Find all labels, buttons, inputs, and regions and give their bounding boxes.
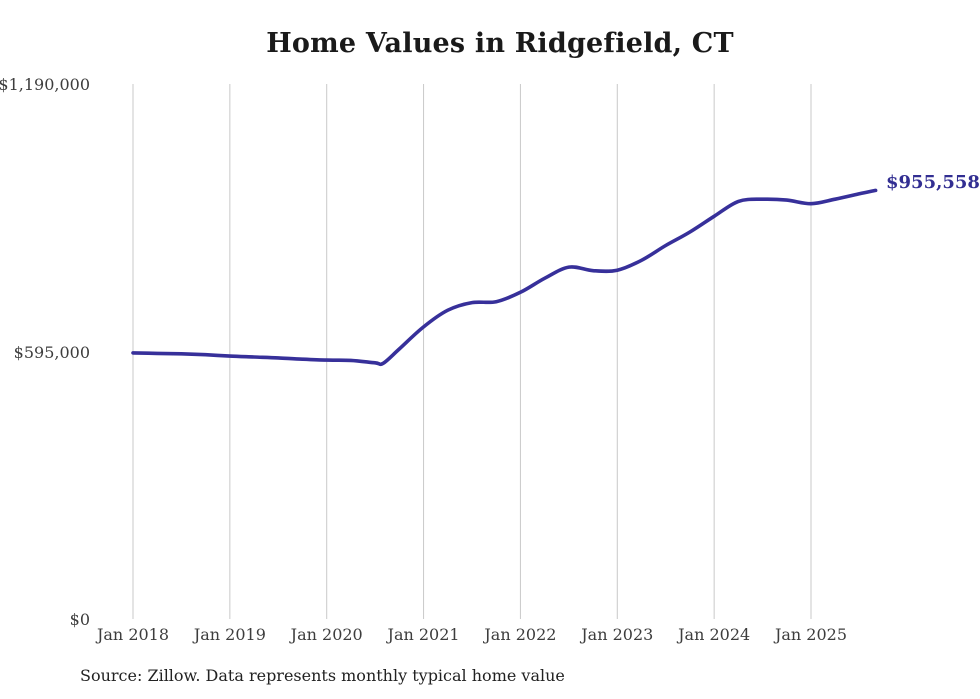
chart-title: Home Values in Ridgefield, CT (266, 28, 734, 59)
current-value-label: $955,558 (886, 172, 980, 193)
y-axis-label: $0 (69, 610, 90, 629)
x-axis-label: Jan 2020 (290, 625, 363, 644)
x-axis-label: Jan 2022 (484, 625, 557, 644)
x-axis-label: Jan 2025 (774, 625, 848, 644)
x-axis-label: Jan 2023 (581, 625, 654, 644)
gridlines (132, 84, 812, 619)
value-line (131, 188, 878, 367)
x-axis-label: Jan 2021 (387, 625, 460, 644)
x-axis-label: Jan 2019 (193, 625, 266, 644)
x-axis-label: Jan 2018 (96, 625, 170, 644)
y-axis-label: $1,190,000 (0, 75, 90, 94)
y-axis-label: $595,000 (13, 342, 90, 362)
x-axis-label: Jan 2024 (678, 625, 751, 644)
source-note: Source: Zillow. Data represents monthly … (80, 666, 565, 685)
